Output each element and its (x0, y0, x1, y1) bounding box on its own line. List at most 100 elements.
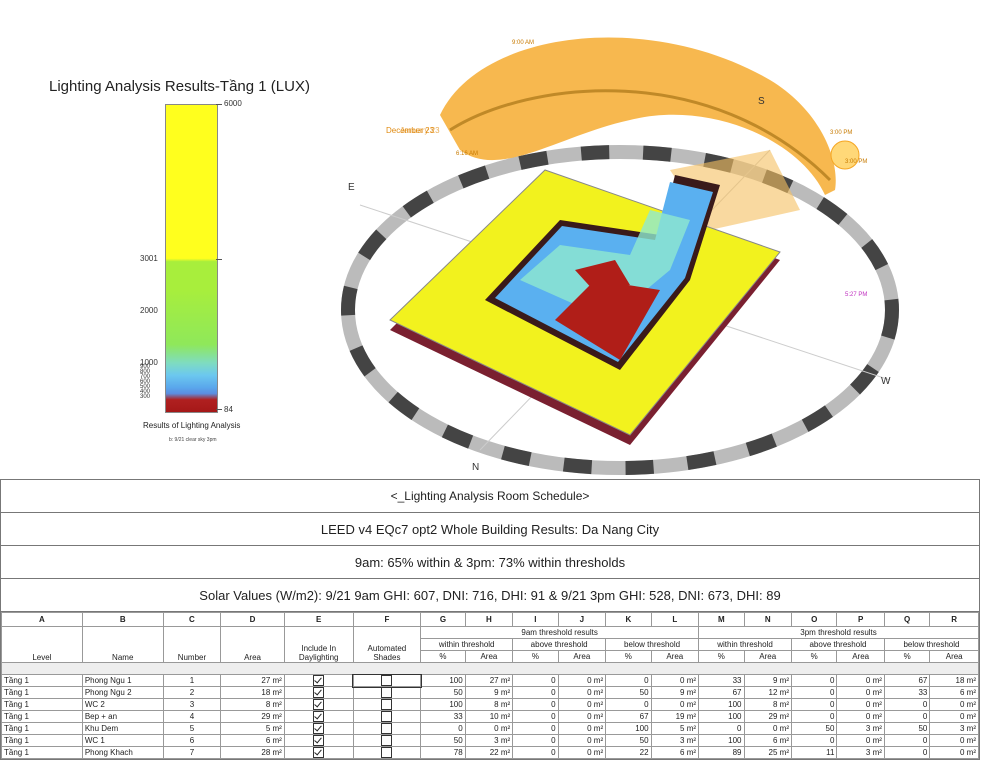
cell-area-value: 3 m² (836, 746, 885, 759)
group-3pm-header: 3pm threshold results (698, 626, 979, 639)
include-checkbox[interactable] (313, 675, 325, 686)
lux-color-scale (165, 104, 218, 413)
legend-title: Lighting Analysis Results-Tầng 1 (LUX) (49, 78, 310, 95)
room-red (555, 280, 660, 360)
tick-label: 300 (140, 394, 151, 400)
column-letter: D (220, 612, 285, 627)
cell-area-value: 8 m² (464, 698, 514, 711)
cell-include-daylighting (283, 710, 354, 723)
col-level-header: Level (1, 626, 83, 663)
include-checkbox[interactable] (313, 687, 325, 698)
tick-label: 600 (140, 379, 151, 385)
cell-percent: 0 (883, 734, 931, 747)
column-letter: G (420, 612, 466, 627)
cell-area-value: 0 m² (557, 722, 607, 735)
cell-number: 3 (162, 698, 222, 711)
schedule-summary: 9am: 65% within & 3pm: 73% within thresh… (1, 546, 979, 579)
include-checkbox[interactable] (313, 699, 325, 710)
table-row[interactable]: Tầng 1 Bep + an 4 29 m² 33 10 m² 0 0 m² 67 19 m² 1… (1, 710, 979, 723)
cell-area-value: 3 m² (464, 734, 514, 747)
cell-number: 4 (162, 710, 222, 723)
cell-area-value: 12 m² (743, 686, 792, 699)
shades-checkbox[interactable] (381, 747, 393, 758)
cell-area-value: 8 m² (743, 698, 792, 711)
cell-area-value: 0 m² (557, 746, 607, 759)
cell-automated-shades (352, 698, 422, 711)
cell-percent: 22 (605, 746, 652, 759)
cell-area-value: 27 m² (464, 674, 514, 687)
shades-checkbox[interactable] (381, 675, 393, 686)
schedule-subtitle: LEED v4 EQc7 opt2 Whole Building Results… (1, 513, 979, 546)
cell-percent: 0 (790, 698, 838, 711)
area-header: Area (836, 650, 885, 663)
cell-include-daylighting (283, 734, 354, 747)
cell-percent: 100 (698, 710, 745, 723)
schedule-title: <_Lighting Analysis Room Schedule> (1, 480, 979, 513)
area-header: Area (929, 650, 979, 663)
include-checkbox[interactable] (313, 735, 325, 746)
col-area-header: Area (220, 626, 285, 663)
include-checkbox[interactable] (313, 747, 325, 758)
table-row[interactable]: Tầng 1 Phong Khach 7 28 m² 78 22 m² 0 0 m² 22 6 m… (1, 746, 979, 759)
3d-model-view[interactable]: E S W N 9:00 AM December 23 January 23 6… (330, 20, 970, 475)
cell-level: Tầng 1 (1, 710, 83, 723)
cell-area: 6 m² (220, 734, 285, 747)
cell-area-value: 0 m² (836, 698, 885, 711)
column-letter: M (698, 612, 745, 627)
shades-checkbox[interactable] (381, 687, 393, 698)
include-checkbox[interactable] (313, 723, 325, 734)
direction-west: W (881, 376, 891, 387)
cell-name: Phong Ngu 2 (81, 686, 164, 699)
cell-area-value: 22 m² (464, 746, 514, 759)
cell-percent: 78 (420, 746, 466, 759)
cell-percent: 67 (883, 674, 931, 687)
table-row[interactable]: Tầng 1 Phong Ngu 1 1 27 m² 100 27 m² 0 0 m² 0 0 m… (1, 673, 979, 688)
cell-area-value: 5 m² (650, 722, 700, 735)
cell-level: Tầng 1 (1, 722, 83, 735)
cell-area-value: 29 m² (743, 710, 792, 723)
shades-checkbox[interactable] (381, 735, 393, 746)
cell-percent: 11 (790, 746, 838, 759)
cell-percent: 50 (605, 734, 652, 747)
tick-label: 500 (140, 384, 151, 390)
schedule-rows: Tầng 1 Phong Ngu 1 1 27 m² 100 27 m² 0 0 m² 0 0 m… (1, 673, 979, 759)
cell-include-daylighting (283, 686, 354, 699)
column-letter: E (283, 612, 354, 627)
table-row[interactable]: Tầng 1 Khu Dem 5 5 m² 0 0 m² 0 0 m² 100 5 m² 0 0 m²… (1, 722, 979, 735)
cell-percent: 50 (883, 722, 931, 735)
subgroup-header: above threshold (512, 638, 607, 651)
shades-checkbox[interactable] (381, 711, 393, 722)
cell-automated-shades (352, 686, 422, 699)
cell-area-value: 0 m² (650, 674, 700, 687)
column-letter: O (790, 612, 838, 627)
tick-label: 1000 (140, 358, 158, 367)
cell-area-value: 18 m² (929, 674, 979, 687)
cell-percent: 50 (605, 686, 652, 699)
tick-label: 900 (140, 364, 151, 370)
cell-area-value: 3 m² (650, 734, 700, 747)
column-letter: R (929, 612, 979, 627)
cell-percent: 50 (790, 722, 838, 735)
column-letter: I (512, 612, 559, 627)
cell-area-value: 0 m² (557, 698, 607, 711)
sun-date-label: January 23 (400, 126, 440, 135)
cell-automated-shades (352, 734, 422, 747)
column-letter: B (81, 612, 164, 627)
analysis-view: Lighting Analysis Results-Tầng 1 (LUX) 6… (49, 20, 970, 475)
cell-percent: 0 (790, 686, 838, 699)
shades-checkbox[interactable] (381, 723, 393, 734)
cell-area-value: 0 m² (557, 734, 607, 747)
cell-level: Tầng 1 (1, 686, 83, 699)
shades-checkbox[interactable] (381, 699, 393, 710)
table-row[interactable]: Tầng 1 Phong Ngu 2 2 18 m² 50 9 m² 0 0 m² 50 9 m²… (1, 686, 979, 699)
cell-percent: 0 (883, 710, 931, 723)
include-checkbox[interactable] (313, 711, 325, 722)
cell-percent: 0 (605, 698, 652, 711)
cell-name: WC 1 (81, 734, 164, 747)
room-schedule: <_Lighting Analysis Room Schedule> LEED … (0, 479, 980, 760)
subgroup-header: below threshold (883, 638, 980, 651)
column-letter: N (743, 612, 792, 627)
cell-area-value: 25 m² (743, 746, 792, 759)
